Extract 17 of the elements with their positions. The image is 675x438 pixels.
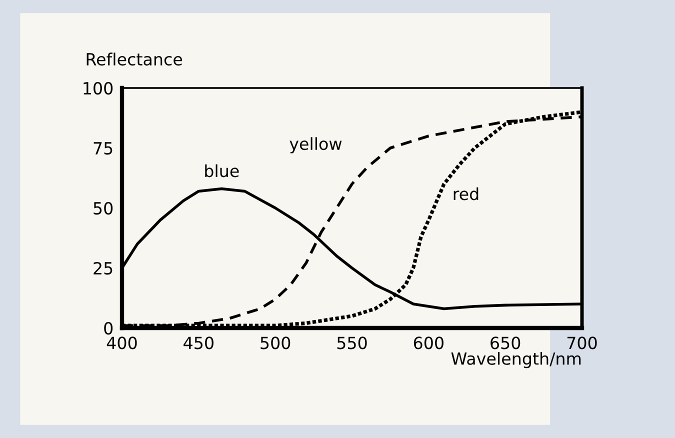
y-tick-label: 75 [94,142,112,155]
series-label: red [454,187,478,200]
x-tick-label: 600 [414,336,444,350]
y-tick-label: 0 [104,322,113,335]
series-label: yellow [290,137,342,154]
series-label: blue [205,164,239,178]
x-tick-label: 500 [260,336,290,350]
x-tick-label: 400 [106,336,137,350]
x-tick-label: 450 [184,336,214,350]
y-tick-label: 25 [94,262,112,275]
x-axis-title: Wavelength/nm [451,352,581,368]
y-axis-title: Reflectance [86,52,182,66]
x-tick-label: 650 [490,336,520,350]
y-tick-label: 50 [94,202,113,215]
x-tick-label: 550 [337,336,367,350]
y-tick-label: 100 [84,82,113,95]
x-tick-label: 700 [567,336,597,350]
